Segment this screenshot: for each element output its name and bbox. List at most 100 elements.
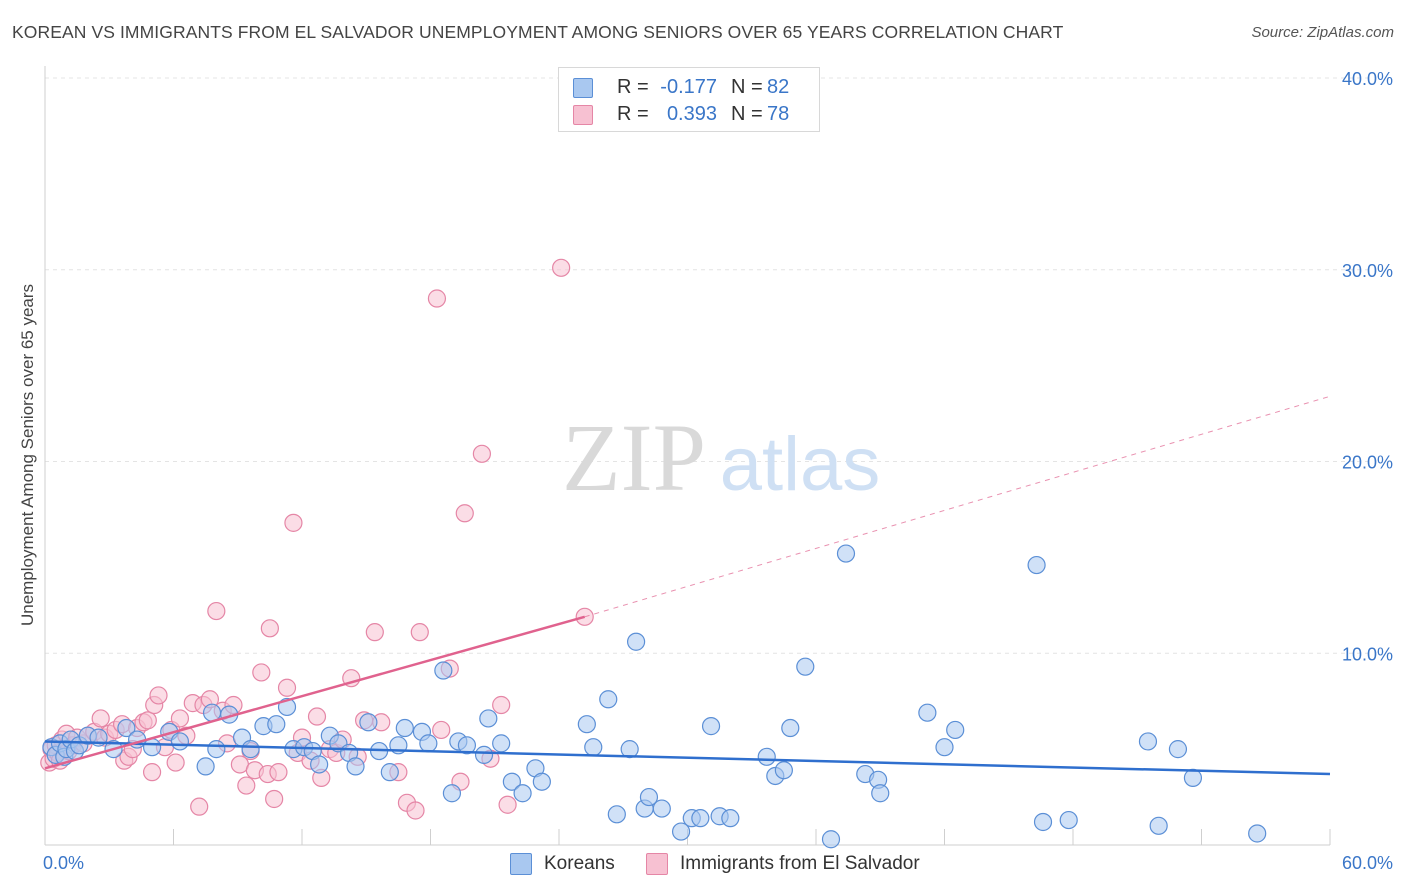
- korean-point: [774, 761, 793, 780]
- y-tick-label: 40.0%: [1342, 69, 1393, 89]
- salvador-point: [260, 619, 279, 638]
- chart-title: KOREAN VS IMMIGRANTS FROM EL SALVADOR UN…: [12, 22, 1064, 42]
- korean-point: [1059, 810, 1078, 830]
- legend-n-value: 78: [767, 102, 790, 125]
- legend-n-value: 82: [767, 75, 790, 98]
- legend-label-koreans: Koreans: [544, 853, 615, 874]
- korean-point: [170, 732, 190, 751]
- korean-point: [946, 720, 965, 740]
- legend-r-value: -0.177: [660, 75, 717, 98]
- salvador-point: [365, 623, 384, 642]
- korean-point: [142, 738, 162, 757]
- korean-point: [639, 787, 659, 807]
- korean-point: [918, 703, 937, 722]
- x-tick-label-min: 0.0%: [43, 853, 84, 873]
- korean-point: [359, 713, 378, 732]
- salvador-point: [265, 789, 284, 809]
- korean-point: [310, 755, 329, 774]
- korean-point: [757, 747, 776, 766]
- salvador-point: [142, 763, 162, 782]
- salvador-point: [552, 258, 571, 277]
- korean-point: [620, 740, 639, 759]
- salvador-point: [406, 801, 425, 820]
- legend-swatch-koreans: [573, 78, 593, 98]
- y-tick-label: 30.0%: [1342, 261, 1393, 281]
- korean-point: [607, 805, 626, 824]
- salvador-point: [455, 504, 474, 523]
- salvador-point: [410, 623, 429, 642]
- salvador-point: [237, 776, 256, 795]
- korean-point: [1168, 740, 1188, 759]
- trend-lines: [44, 395, 1331, 776]
- korean-point: [346, 757, 365, 776]
- salvador-point: [472, 444, 491, 463]
- korean-point: [599, 690, 618, 709]
- korean-point: [781, 718, 800, 738]
- korean-point: [479, 709, 498, 728]
- axes: [44, 66, 1331, 846]
- grid-lines: [45, 77, 1368, 654]
- korean-point: [935, 738, 954, 757]
- legend-n-label: N =: [731, 75, 763, 98]
- salvador-point: [207, 601, 226, 621]
- korean-point: [796, 657, 815, 676]
- salvador-point: [307, 707, 327, 726]
- korean-point: [652, 799, 671, 818]
- watermark: ZIP atlas: [562, 404, 880, 511]
- salvador-point: [432, 720, 451, 740]
- salvador-trend-line: [44, 615, 586, 770]
- korean-point: [1149, 816, 1168, 835]
- koreans-points: [42, 544, 1267, 849]
- salvador-point: [498, 795, 517, 814]
- korean-point: [241, 740, 260, 759]
- korean-point: [267, 715, 286, 734]
- korean-point: [474, 745, 494, 764]
- series-legend-salvador: Immigrants from El Salvador: [646, 851, 920, 877]
- y-tick-label: 10.0%: [1342, 644, 1393, 664]
- korean-point: [584, 738, 603, 757]
- korean-point: [513, 784, 532, 803]
- x-tick-label-max: 60.0%: [1342, 853, 1393, 873]
- korean-point: [196, 757, 215, 776]
- salvador-point: [149, 686, 168, 705]
- legend-swatch-koreans: [510, 853, 532, 875]
- legend-label-salvador: Immigrants from El Salvador: [680, 853, 920, 874]
- salvador-point: [277, 678, 297, 697]
- korean-point: [502, 772, 521, 791]
- legend-r-value: 0.393: [666, 102, 717, 125]
- salvador-point: [138, 711, 157, 730]
- legend-r-label: R =: [617, 102, 649, 125]
- korean-point: [1138, 732, 1158, 751]
- legend-n-label: N =: [731, 102, 763, 125]
- legend-r-label: R =: [617, 75, 649, 98]
- korean-point: [701, 717, 721, 736]
- korean-point: [671, 822, 691, 841]
- salvador-point: [166, 753, 185, 772]
- korean-point: [532, 772, 551, 791]
- korean-point: [721, 809, 740, 828]
- correlation-legend: R = -0.177 N = 82 R = 0.393 N = 78: [558, 67, 820, 132]
- korean-point: [871, 784, 890, 803]
- korean-point: [1248, 824, 1267, 843]
- source-credit: Source: ZipAtlas.com: [1251, 24, 1394, 41]
- y-tick-label: 20.0%: [1342, 453, 1393, 473]
- korean-point: [626, 632, 646, 651]
- salvador-point: [91, 709, 110, 728]
- series-legend-koreans: Koreans: [510, 851, 615, 877]
- watermark-zip: ZIP: [562, 404, 706, 511]
- korean-point: [117, 718, 136, 738]
- korean-point: [395, 718, 414, 738]
- korean-point: [1033, 812, 1053, 832]
- korean-point: [577, 715, 596, 734]
- salvador-point: [492, 695, 511, 715]
- salvador-point: [252, 663, 271, 682]
- tick-labels: 10.0% 20.0% 30.0% 40.0% 0.0% 60.0%: [43, 69, 1393, 873]
- korean-point: [836, 544, 856, 563]
- korean-point: [419, 734, 438, 753]
- legend-swatch-salvador: [646, 853, 668, 875]
- korean-point: [1027, 555, 1046, 575]
- koreans-trend-line: [44, 740, 1331, 776]
- korean-point: [691, 809, 710, 828]
- korean-point: [492, 734, 511, 753]
